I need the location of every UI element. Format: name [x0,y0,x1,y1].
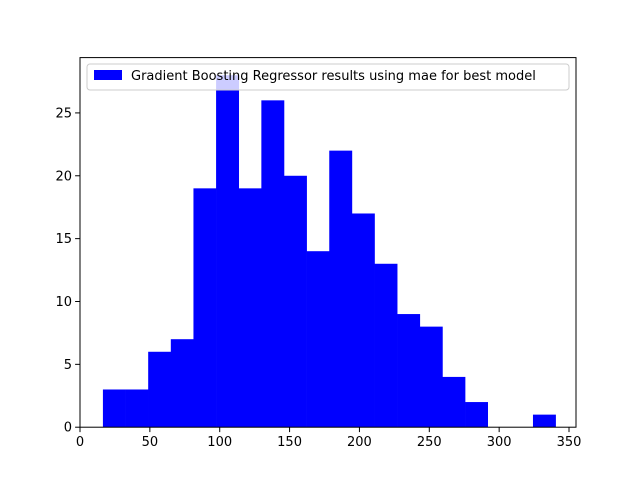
histogram-bar-15 [442,376,466,428]
histogram-bar-13 [397,314,421,428]
y-tick-label: 20 [55,169,72,184]
x-tick-label: 100 [207,435,232,450]
histogram-bar-0 [102,389,126,428]
x-tick-label: 150 [277,435,302,450]
histogram-bar-1 [125,389,149,428]
histogram-bar-2 [148,351,172,428]
legend-label: Gradient Boosting Regressor results usin… [131,69,536,84]
y-tick-label: 10 [55,295,72,310]
legend-swatch [94,70,122,80]
x-axis-ticks: 0 50 100 150 200 250 300 350 [76,427,582,450]
histogram-bar-5 [216,75,240,428]
y-tick-label: 0 [64,421,72,436]
x-tick-label: 50 [142,435,159,450]
y-tick-label: 25 [55,106,72,121]
x-tick-label: 300 [487,435,512,450]
histogram-bar-8 [283,175,307,428]
histogram-bar-4 [193,188,217,428]
plot-area-frame [79,57,577,428]
x-tick-label: 350 [557,435,582,450]
histogram-bar-16 [465,402,488,428]
histogram-bar-9 [306,251,330,428]
legend-box [86,63,570,91]
histogram-bar-12 [374,263,398,428]
histogram-bar-19 [532,414,556,428]
histogram-bar-3 [170,339,194,428]
histogram-bar-7 [261,100,285,428]
histogram-bar-14 [419,326,443,428]
x-tick-label: 200 [347,435,372,450]
histogram-bar-6 [238,188,262,428]
x-tick-label: 250 [417,435,442,450]
histogram-bar-10 [329,150,353,428]
histogram-bars [102,75,556,428]
legend: Gradient Boosting Regressor results usin… [86,63,570,91]
y-tick-label: 5 [64,358,72,373]
y-axis-ticks: 0 5 10 15 20 25 [55,106,80,436]
y-tick-label: 15 [55,232,72,247]
histogram-bar-11 [351,213,375,428]
x-tick-label: 0 [76,435,84,450]
